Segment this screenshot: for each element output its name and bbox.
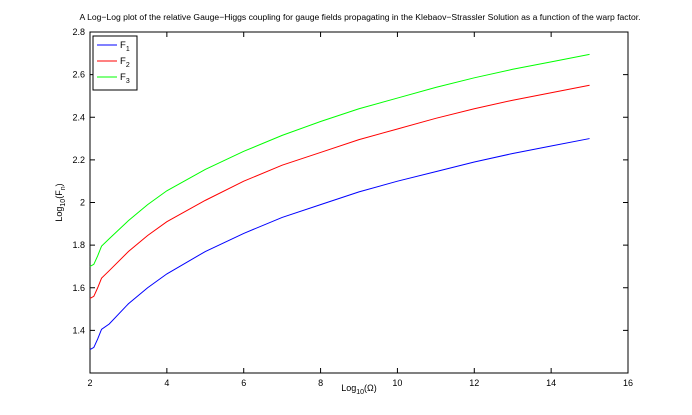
y-tick-label: 2.4 <box>72 112 85 122</box>
x-tick-label: 4 <box>164 378 169 388</box>
legend-label-name: F <box>120 40 126 51</box>
legend-label-f3: F3 <box>120 72 130 85</box>
y-tick-label: 1.8 <box>72 240 85 250</box>
y-axis-label-sub: 10 <box>60 199 67 207</box>
x-axis-label-rest: (Ω) <box>364 383 377 393</box>
y-tick-label: 2.8 <box>72 27 85 37</box>
series-line-f3 <box>89 53 590 267</box>
legend-label-sub: 3 <box>126 78 130 85</box>
y-axis-label-base: Log <box>54 207 64 222</box>
y-tick-label: 1.4 <box>72 325 85 335</box>
series-layer <box>89 53 590 350</box>
plot-area <box>89 31 629 374</box>
x-tick-label: 8 <box>318 378 323 388</box>
legend-label-name: F <box>120 56 126 67</box>
legend-label-sub: 1 <box>126 46 130 53</box>
x-tick-label: 2 <box>87 378 92 388</box>
series-line-f1 <box>89 138 590 350</box>
chart-title: A Log−Log plot of the relative Gauge−Hig… <box>79 12 640 22</box>
x-axis-label-base: Log <box>341 383 356 393</box>
y-tick-label: 2.6 <box>72 70 85 80</box>
legend-label-f2: F2 <box>120 56 130 69</box>
legend-label-sub: 2 <box>126 62 130 69</box>
axis-ticks: 2 4 6 8 10 12 14 161.41.61.822.22.42.62.8 <box>72 27 633 388</box>
y-tick-label: 2.2 <box>72 155 85 165</box>
legend-label-name: F <box>120 72 126 83</box>
y-tick-label: 1.6 <box>72 283 85 293</box>
legend-label-f1: F1 <box>120 40 130 53</box>
y-axis-label-sub2: n <box>60 186 67 190</box>
x-tick-label: 14 <box>546 378 556 388</box>
x-tick-label: 16 <box>623 378 633 388</box>
y-axis-label: Log10(Fn) <box>54 183 67 221</box>
x-tick-label: 10 <box>392 378 402 388</box>
x-axis-label: Log10(Ω) <box>341 383 377 396</box>
x-axis-label-sub: 10 <box>356 389 364 396</box>
x-tick-label: 12 <box>469 378 479 388</box>
y-axis-label-end: ) <box>54 183 64 186</box>
series-line-f2 <box>89 84 590 299</box>
y-tick-label: 2 <box>80 198 85 208</box>
x-tick-label: 6 <box>241 378 246 388</box>
y-axis-label-mid: (F <box>54 190 64 199</box>
legend-box <box>92 35 138 91</box>
